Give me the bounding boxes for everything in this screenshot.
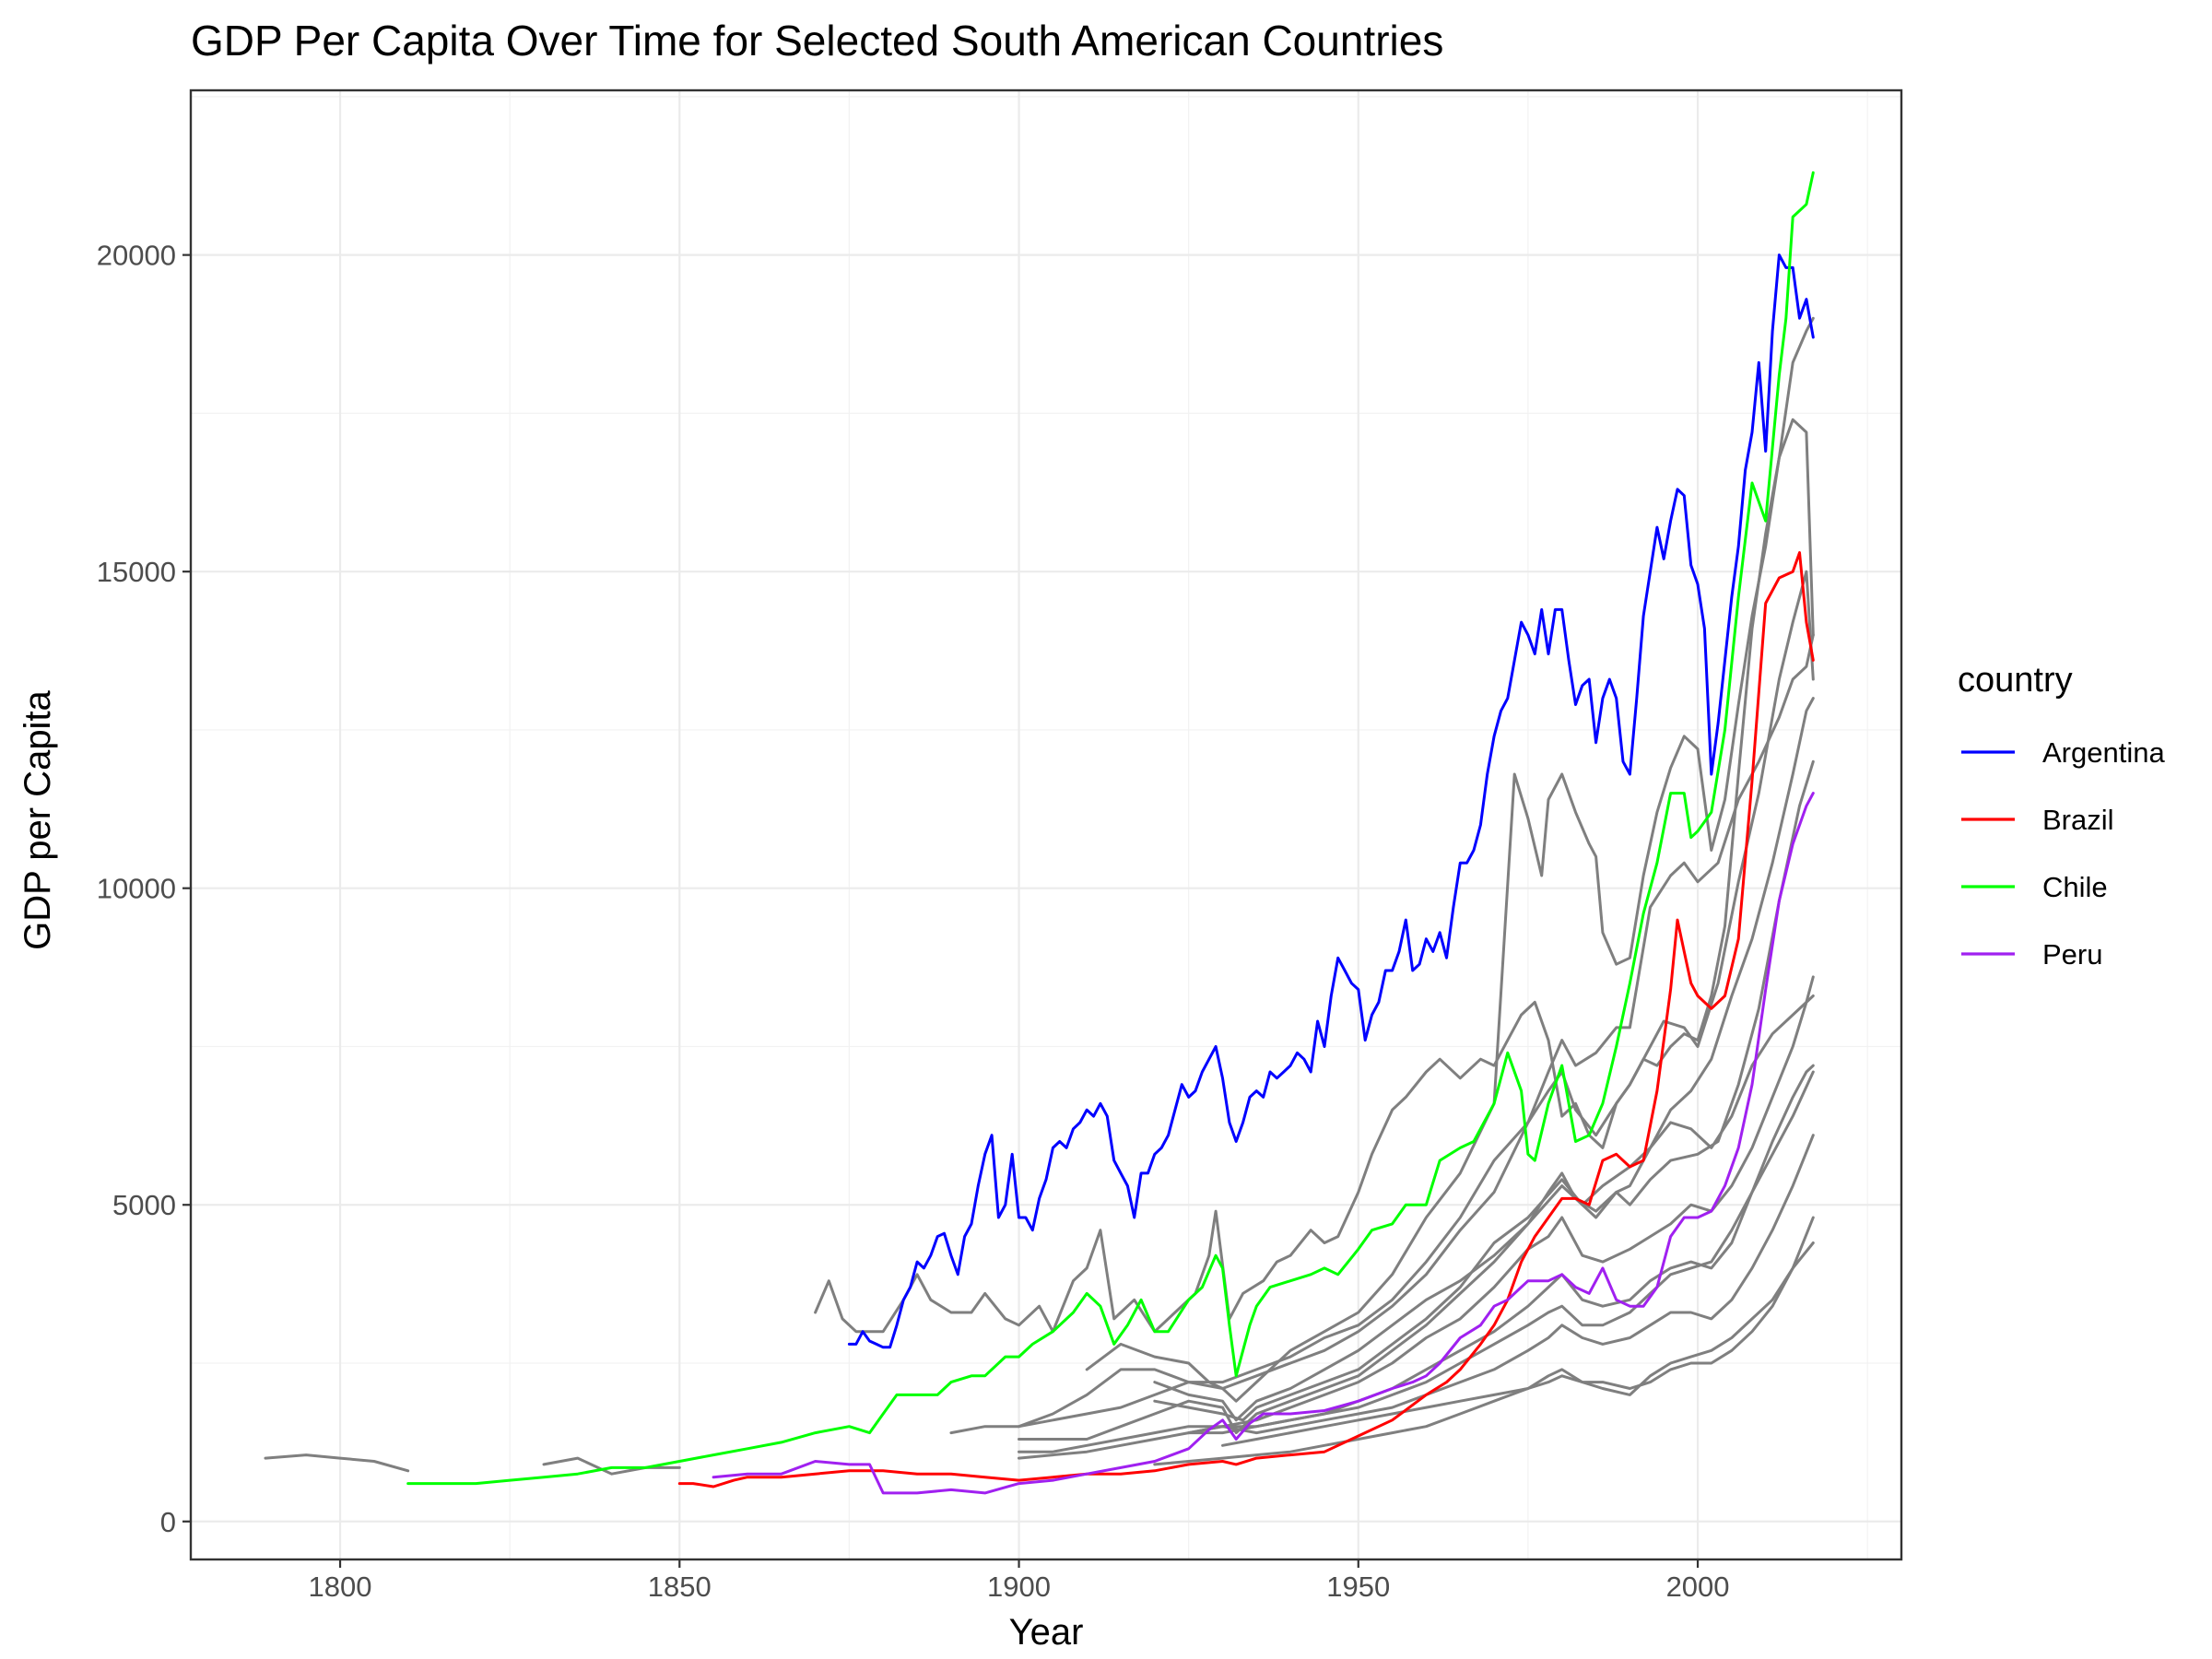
series-line-brazil — [677, 551, 1815, 1488]
x-tick-label: 1950 — [1326, 1571, 1390, 1603]
series-line-other-country — [814, 316, 1815, 1334]
data-series — [264, 171, 1815, 1495]
series-line-other-country — [542, 1456, 681, 1476]
series-line-other-country — [1018, 1070, 1815, 1460]
legend-title: country — [1958, 661, 2073, 700]
series-line-other-country — [264, 1453, 410, 1473]
series-line-chile — [406, 171, 1815, 1486]
y-tick-label: 10000 — [97, 873, 176, 905]
legend-label-chile: Chile — [2042, 871, 2108, 903]
series-line-other-country — [1187, 1134, 1815, 1435]
series-line-peru — [712, 792, 1815, 1495]
legend-label-argentina: Argentina — [2042, 736, 2165, 769]
series-line-other-country — [1153, 994, 1815, 1422]
series-line-other-country — [1085, 633, 1815, 1390]
series-line-other-country — [1153, 1241, 1815, 1466]
y-tick-label: 15000 — [97, 556, 176, 588]
y-tick-label: 20000 — [97, 240, 176, 272]
x-tick-label: 1900 — [987, 1571, 1051, 1603]
grid-lines — [191, 90, 1901, 1559]
x-tick-label: 2000 — [1666, 1571, 1730, 1603]
legend-label-brazil: Brazil — [2042, 804, 2114, 836]
legend: country Argentina Brazil Chile Peru — [1958, 661, 2165, 971]
legend-label-peru: Peru — [2042, 938, 2102, 971]
series-line-other-country — [1018, 570, 1815, 1429]
y-axis-title: GDP per Capita — [18, 689, 58, 949]
series-line-other-country — [1221, 1216, 1815, 1447]
y-tick-label: 5000 — [112, 1189, 176, 1221]
x-tick-label: 1850 — [648, 1571, 712, 1603]
y-tick-label: 0 — [160, 1506, 176, 1538]
plot-panel-border — [189, 88, 1903, 1561]
series-line-other-country — [1187, 975, 1815, 1435]
series-line-argentina — [847, 253, 1815, 1349]
x-tick-label: 1800 — [309, 1571, 372, 1603]
x-axis-title: Year — [1009, 1612, 1084, 1653]
series-line-other-country — [1018, 1064, 1815, 1453]
chart-title: GDP Per Capita Over Time for Selected So… — [191, 17, 1443, 65]
